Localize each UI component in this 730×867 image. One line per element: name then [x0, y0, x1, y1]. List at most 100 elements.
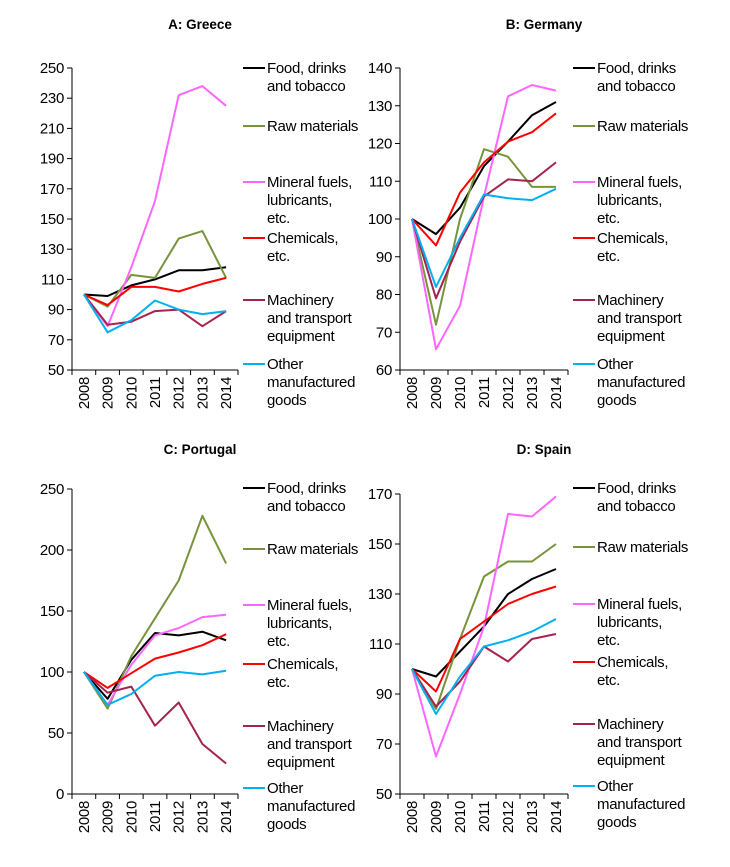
legend-label: Mineral fuels,: [267, 174, 352, 191]
chart-panel-0: A: Greece 250 230 210 190 170 150 130 110 90 70 50 2…: [40, 17, 359, 409]
y-tick-label: 60: [376, 362, 392, 379]
series-line-0: [411, 101, 557, 236]
x-tick-label: 2012: [171, 801, 188, 833]
y-tick-label: 50: [376, 786, 392, 803]
x-tick-label: 2011: [147, 377, 164, 408]
x-tick-label: 2009: [100, 801, 117, 833]
x-tick-label: 2009: [428, 801, 445, 833]
series-line-1: [411, 543, 557, 710]
series-line-3: [411, 585, 557, 693]
legend-label: Raw materials: [267, 118, 358, 135]
x-tick-label: 2014: [548, 801, 565, 833]
legend-label: manufactured: [597, 374, 685, 391]
series-line-5: [83, 293, 227, 334]
legend-label: and transport: [597, 310, 683, 327]
legend-label: Chemicals,: [597, 230, 668, 247]
y-tick-label: 100: [40, 664, 64, 681]
x-tick-label: 2014: [218, 377, 235, 409]
y-tick-label: 130: [368, 98, 392, 115]
y-tick-label: 170: [368, 486, 392, 503]
series-line-1: [83, 230, 227, 308]
series-line-5: [411, 187, 557, 288]
series-line-2: [83, 85, 227, 328]
legend-label: manufactured: [267, 798, 355, 815]
legend-label: and tobacco: [597, 78, 675, 95]
y-tick-label: 70: [376, 324, 392, 341]
legend-label: etc.: [267, 248, 290, 265]
y-tick-label: 130: [40, 241, 64, 258]
x-tick-label: 2014: [218, 801, 235, 833]
legend-label: etc.: [267, 210, 290, 227]
legend-label: and transport: [267, 736, 353, 753]
y-tick-label: 70: [48, 332, 64, 349]
chart-title: C: Portugal: [164, 442, 237, 457]
legend-label: Food, drinks: [267, 480, 346, 497]
legend-label: Chemicals,: [267, 230, 338, 247]
legend-label: Mineral fuels,: [597, 174, 682, 191]
x-tick-label: 2008: [404, 377, 421, 409]
legend-label: goods: [597, 814, 636, 831]
legend-label: etc.: [597, 210, 620, 227]
series-line-4: [83, 671, 227, 765]
legend-label: Raw materials: [597, 118, 688, 135]
legend-label: lubricants,: [267, 615, 332, 632]
y-tick-label: 150: [368, 536, 392, 553]
chart-panel-1: B: Germany 140 130 120 110 100 90 80 70 60 2008 200…: [368, 17, 689, 409]
series-line-4: [411, 633, 557, 708]
x-tick-label: 2013: [524, 377, 541, 409]
y-tick-label: 140: [368, 60, 392, 77]
x-tick-label: 2014: [548, 377, 565, 409]
legend-label: Mineral fuels,: [597, 596, 682, 613]
legend-label: goods: [597, 392, 636, 409]
x-tick-label: 2012: [500, 377, 517, 409]
series-line-0: [83, 266, 227, 297]
legend-label: and transport: [597, 734, 683, 751]
x-tick-label: 2010: [452, 377, 469, 409]
legend-label: equipment: [597, 752, 665, 769]
x-tick-label: 2009: [428, 377, 445, 409]
legend-label: Other: [267, 780, 303, 797]
y-tick-label: 150: [40, 211, 64, 228]
series-line-1: [83, 514, 227, 710]
y-tick-label: 90: [48, 302, 64, 319]
series-line-5: [83, 669, 227, 706]
legend-label: equipment: [267, 754, 335, 771]
legend-label: lubricants,: [597, 192, 662, 209]
chart-panel-2: C: Portugal 250 200 150 100 50 0 2008 2009 2010 20…: [40, 442, 359, 833]
y-tick-label: 50: [48, 362, 64, 379]
x-tick-label: 2010: [452, 801, 469, 833]
x-tick-label: 2011: [147, 801, 164, 832]
legend-label: Food, drinks: [597, 480, 676, 497]
series-line-1: [411, 148, 556, 326]
x-tick-label: 2011: [476, 377, 493, 408]
legend-label: goods: [267, 816, 306, 833]
legend-label: etc.: [597, 248, 620, 265]
legend-label: and tobacco: [267, 78, 345, 95]
legend-label: Chemicals,: [267, 656, 338, 673]
y-tick-label: 170: [40, 181, 64, 198]
legend-label: Machinery: [597, 292, 664, 309]
legend-label: etc.: [267, 674, 290, 691]
y-tick-label: 90: [376, 249, 392, 266]
chart-title: B: Germany: [506, 17, 583, 32]
legend-label: etc.: [597, 672, 620, 689]
series-line-2: [411, 84, 557, 351]
series-line-0: [83, 630, 227, 700]
y-tick-label: 250: [40, 481, 64, 498]
chart-panel-3: D: Spain 170 150 130 110 90 70 50 2008 2009 2010 20…: [368, 442, 689, 833]
legend-label: lubricants,: [267, 192, 332, 209]
legend-label: Other: [597, 778, 633, 795]
y-tick-label: 250: [40, 60, 64, 77]
y-tick-label: 200: [40, 542, 64, 559]
y-tick-label: 50: [48, 725, 64, 742]
x-tick-label: 2011: [476, 801, 493, 832]
legend-label: Food, drinks: [267, 60, 346, 77]
y-tick-label: 120: [368, 136, 392, 153]
x-tick-label: 2009: [100, 377, 117, 409]
x-tick-label: 2013: [524, 801, 541, 833]
y-tick-label: 110: [369, 173, 392, 190]
x-tick-label: 2010: [123, 801, 140, 833]
legend-label: and transport: [267, 310, 353, 327]
legend-label: and tobacco: [267, 498, 345, 515]
legend-label: equipment: [267, 328, 335, 345]
